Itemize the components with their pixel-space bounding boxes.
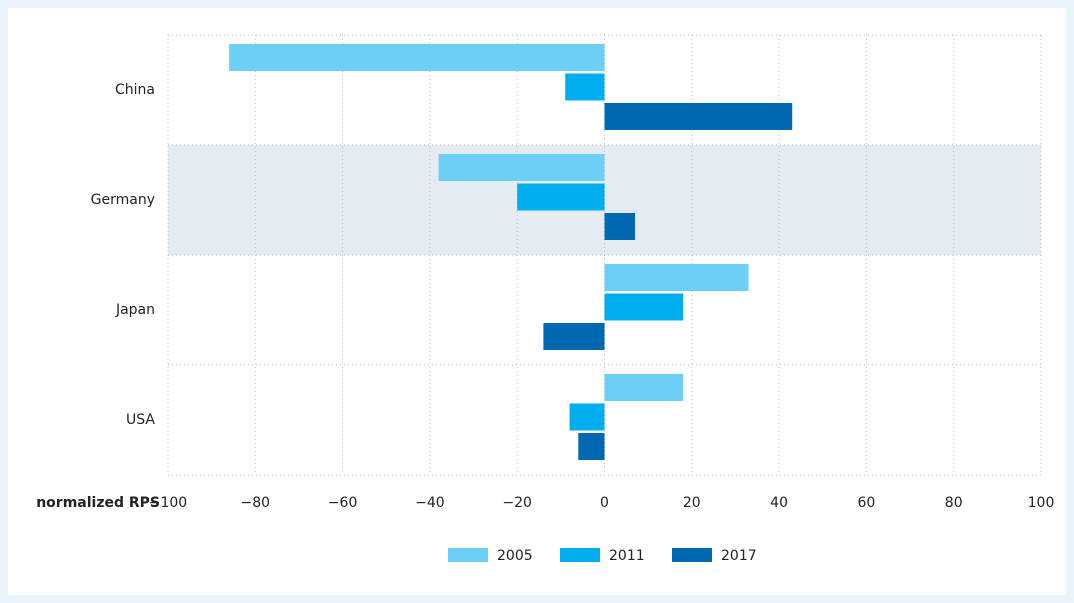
legend-swatch	[560, 548, 600, 562]
bar	[229, 44, 605, 71]
x-tick-label: 60	[857, 495, 875, 511]
bar	[604, 293, 684, 321]
bar	[517, 183, 605, 211]
x-tick-label: −80	[241, 495, 271, 511]
x-tick-label: −40	[415, 495, 445, 511]
panel	[8, 8, 1066, 595]
legend-swatch	[448, 548, 488, 562]
bar	[604, 374, 684, 401]
bar	[569, 403, 605, 431]
y-tick-label: China	[115, 82, 155, 98]
y-tick-label: USA	[126, 412, 155, 428]
legend-swatch	[672, 548, 712, 562]
x-tick-label: 0	[600, 495, 609, 511]
x-tick-label: 40	[770, 495, 788, 511]
bar	[438, 154, 605, 181]
legend-label: 2017	[721, 548, 757, 564]
x-tick-label: 20	[683, 495, 701, 511]
bar	[578, 433, 605, 460]
x-tick-label: −100	[149, 495, 187, 511]
legend-label: 2005	[497, 548, 533, 564]
bar	[543, 323, 605, 350]
bar	[604, 213, 636, 240]
x-tick-label: −60	[328, 495, 358, 511]
y-tick-label: Japan	[115, 302, 155, 318]
bar	[604, 103, 793, 130]
bar	[565, 73, 605, 101]
y-tick-label: Germany	[91, 192, 155, 208]
legend-label: 2011	[609, 548, 645, 564]
x-tick-label: 80	[945, 495, 963, 511]
x-tick-label: −20	[502, 495, 532, 511]
x-axis-label: normalized RPS	[36, 495, 160, 511]
x-tick-label: 100	[1028, 495, 1055, 511]
bar	[604, 264, 749, 291]
